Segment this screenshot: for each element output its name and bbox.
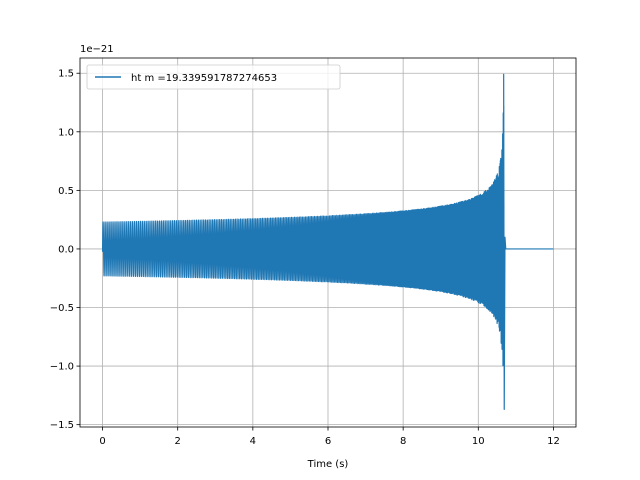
x-tick-label: 0 — [99, 436, 105, 447]
y-tick-label: 1.5 — [58, 69, 74, 80]
y-tick-label: −0.5 — [50, 303, 74, 314]
y-tick-label: 1.0 — [58, 127, 74, 138]
legend-label: ht m =19.339591787274653 — [131, 73, 277, 84]
ticks: 0 2 4 6 8 10 12 −1.5 −1.0 −0.5 0.0 0.5 1.0 1.5 — [50, 69, 560, 447]
y-tick-label: 0.5 — [58, 186, 74, 197]
x-tick-label: 8 — [400, 436, 406, 447]
y-tick-label: −1.0 — [50, 362, 74, 373]
x-axis-label: Time (s) — [307, 459, 349, 470]
x-tick-label: 12 — [547, 436, 560, 447]
legend: ht m =19.339591787274653 — [86, 64, 341, 90]
x-tick-label: 6 — [325, 436, 331, 447]
legend-box — [86, 64, 341, 90]
series-line — [101, 73, 554, 411]
y-offset-label: 1e−21 — [80, 44, 114, 55]
y-tick-label: −1.5 — [50, 420, 74, 431]
y-tick-label: 0.0 — [58, 244, 74, 255]
series-layer — [101, 73, 554, 411]
x-tick-label: 10 — [472, 436, 485, 447]
x-tick-label: 2 — [175, 436, 181, 447]
x-tick-label: 4 — [250, 436, 256, 447]
